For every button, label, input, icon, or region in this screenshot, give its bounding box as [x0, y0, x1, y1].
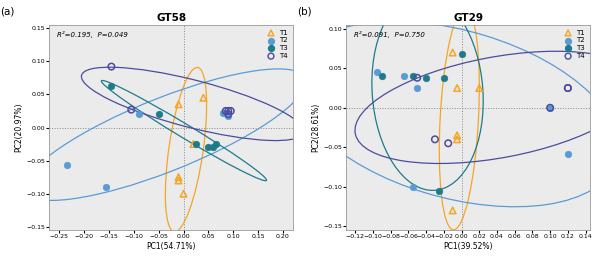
Point — [188, 142, 198, 146]
Point — [211, 142, 221, 146]
Point — [223, 114, 233, 118]
Title: GT29: GT29 — [453, 13, 483, 23]
Point — [457, 52, 466, 56]
Point — [134, 112, 143, 116]
Point — [377, 74, 386, 78]
Point — [563, 86, 572, 90]
Point — [399, 74, 409, 78]
Point — [452, 137, 462, 141]
Point — [373, 70, 382, 74]
Point — [221, 111, 230, 115]
Point — [443, 141, 453, 145]
Point — [174, 175, 184, 179]
Point — [412, 86, 422, 90]
Point — [563, 151, 572, 156]
Y-axis label: PC2(28.61%): PC2(28.61%) — [311, 103, 320, 152]
Title: GT58: GT58 — [156, 13, 186, 23]
Point — [475, 86, 484, 90]
X-axis label: PC1(39.52%): PC1(39.52%) — [443, 242, 493, 251]
Point — [127, 108, 136, 112]
X-axis label: PC1(54.71%): PC1(54.71%) — [146, 242, 196, 251]
Point — [223, 109, 233, 113]
Point — [174, 178, 184, 182]
Point — [191, 142, 201, 146]
Point — [448, 208, 457, 212]
Point — [421, 76, 431, 80]
Text: (a): (a) — [1, 7, 15, 17]
Point — [448, 51, 457, 55]
Legend: T1, T2, T3, T4: T1, T2, T3, T4 — [560, 28, 587, 60]
Point — [408, 185, 418, 189]
Point — [412, 76, 422, 80]
Y-axis label: PC2(20.97%): PC2(20.97%) — [14, 103, 23, 152]
Legend: T1, T2, T3, T4: T1, T2, T3, T4 — [263, 28, 289, 60]
Point — [154, 112, 163, 116]
Point — [203, 145, 213, 149]
Point — [226, 109, 236, 113]
Point — [223, 112, 233, 116]
Point — [101, 185, 111, 189]
Point — [209, 145, 218, 149]
Point — [107, 64, 116, 69]
Point — [107, 84, 116, 88]
Point — [430, 137, 440, 141]
Point — [452, 86, 462, 90]
Point — [174, 102, 184, 106]
Point — [545, 106, 555, 110]
Point — [199, 96, 208, 100]
Point — [452, 133, 462, 138]
Text: (b): (b) — [298, 7, 312, 17]
Point — [179, 192, 188, 196]
Point — [221, 109, 230, 113]
Point — [434, 189, 444, 193]
Point — [439, 76, 449, 80]
Text: R²=0.091,  P=0.750: R²=0.091, P=0.750 — [353, 31, 424, 38]
Point — [563, 86, 572, 90]
Point — [545, 106, 555, 110]
Point — [62, 163, 71, 167]
Point — [408, 74, 418, 78]
Point — [218, 111, 228, 115]
Text: R²=0.195,  P=0.049: R²=0.195, P=0.049 — [56, 31, 127, 38]
